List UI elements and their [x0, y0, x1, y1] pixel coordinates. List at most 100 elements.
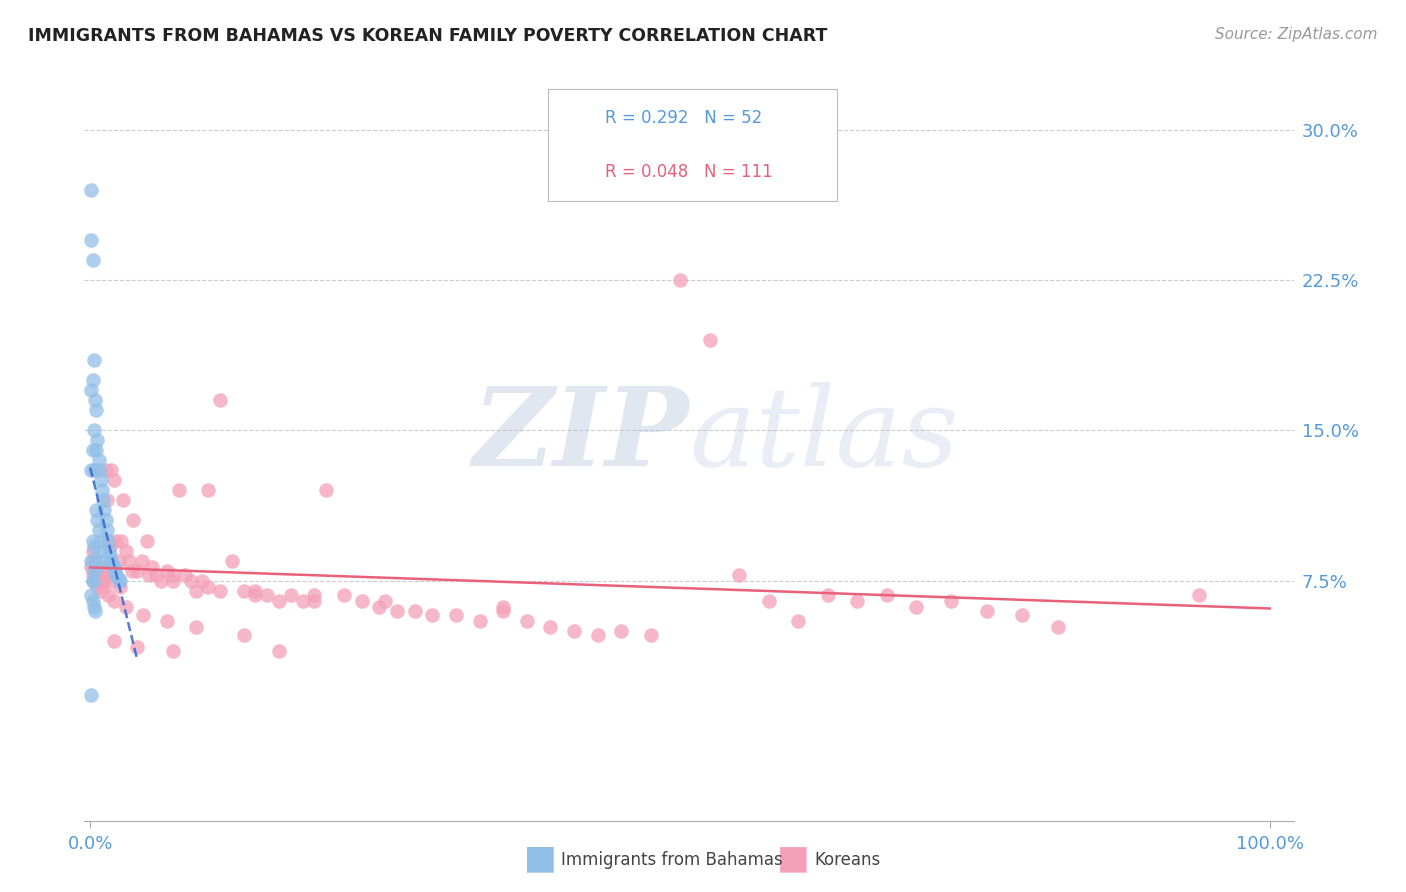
Point [186, 583, 208, 598]
Point [84, 393, 107, 408]
Point [80, 463, 103, 477]
Point [83, 424, 105, 438]
Point [105, 533, 128, 548]
Point [468, 614, 491, 628]
Point [80, 559, 103, 574]
Point [267, 593, 290, 607]
Point [162, 567, 184, 582]
Point [191, 574, 214, 588]
Point [84, 564, 107, 578]
Point [82, 593, 104, 607]
Point [82, 443, 104, 458]
Point [93, 574, 115, 588]
Point [538, 619, 561, 633]
Point [91, 553, 114, 567]
Point [91, 574, 114, 588]
Point [84, 553, 107, 567]
Point [86, 567, 108, 582]
Point [83, 540, 105, 554]
Point [91, 583, 114, 598]
Point [422, 607, 444, 622]
Point [108, 580, 131, 594]
Point [350, 593, 373, 607]
Point [245, 583, 267, 598]
Point [492, 599, 515, 614]
Point [368, 599, 391, 614]
Point [167, 483, 190, 498]
Point [96, 524, 118, 538]
Point [162, 574, 184, 588]
Point [100, 574, 122, 588]
Point [315, 483, 337, 498]
Point [84, 574, 107, 588]
Point [84, 553, 107, 567]
Point [80, 183, 103, 197]
Point [162, 643, 184, 657]
Point [87, 453, 110, 467]
Point [145, 567, 167, 582]
Point [221, 553, 243, 567]
Point [83, 353, 105, 368]
Point [1011, 607, 1033, 622]
Point [103, 559, 125, 574]
Point [232, 583, 254, 598]
Point [640, 627, 662, 641]
Point [127, 640, 149, 654]
Point [100, 463, 122, 477]
Point [728, 567, 751, 582]
Point [82, 543, 104, 558]
Point [80, 233, 103, 247]
Point [87, 559, 110, 574]
Point [97, 533, 120, 548]
Point [103, 474, 125, 488]
Point [83, 559, 105, 574]
Point [444, 607, 467, 622]
Point [669, 273, 692, 287]
Point [173, 567, 195, 582]
Point [82, 567, 104, 582]
Point [1046, 619, 1069, 633]
Point [245, 588, 267, 602]
Point [132, 607, 155, 622]
Point [84, 503, 107, 517]
Point [492, 603, 515, 617]
Point [91, 559, 114, 574]
Point [404, 603, 426, 617]
Point [232, 627, 254, 641]
Point [197, 483, 219, 498]
Point [333, 588, 356, 602]
Point [80, 384, 103, 398]
Point [91, 483, 114, 498]
Point [186, 619, 208, 633]
Point [941, 593, 963, 607]
Point [93, 503, 115, 517]
Text: IMMIGRANTS FROM BAHAMAS VS KOREAN FAMILY POVERTY CORRELATION CHART: IMMIGRANTS FROM BAHAMAS VS KOREAN FAMILY… [28, 27, 828, 45]
Point [699, 334, 721, 348]
Point [256, 588, 278, 602]
Point [150, 574, 173, 588]
Point [197, 580, 219, 594]
Point [291, 593, 314, 607]
Point [817, 588, 839, 602]
Point [110, 533, 132, 548]
Point [905, 599, 928, 614]
Point [84, 403, 107, 417]
Point [87, 524, 110, 538]
Point [86, 514, 108, 528]
Point [83, 599, 105, 614]
Point [267, 643, 290, 657]
Point [82, 253, 104, 268]
Point [80, 553, 103, 567]
Point [82, 533, 104, 548]
Point [89, 533, 111, 548]
Point [846, 593, 869, 607]
Point [118, 553, 141, 567]
Point [385, 603, 408, 617]
Point [114, 543, 136, 558]
Point [103, 633, 125, 648]
Point [105, 569, 128, 583]
Point [86, 434, 108, 448]
Point [83, 564, 105, 578]
Point [83, 463, 105, 477]
Point [107, 553, 129, 567]
